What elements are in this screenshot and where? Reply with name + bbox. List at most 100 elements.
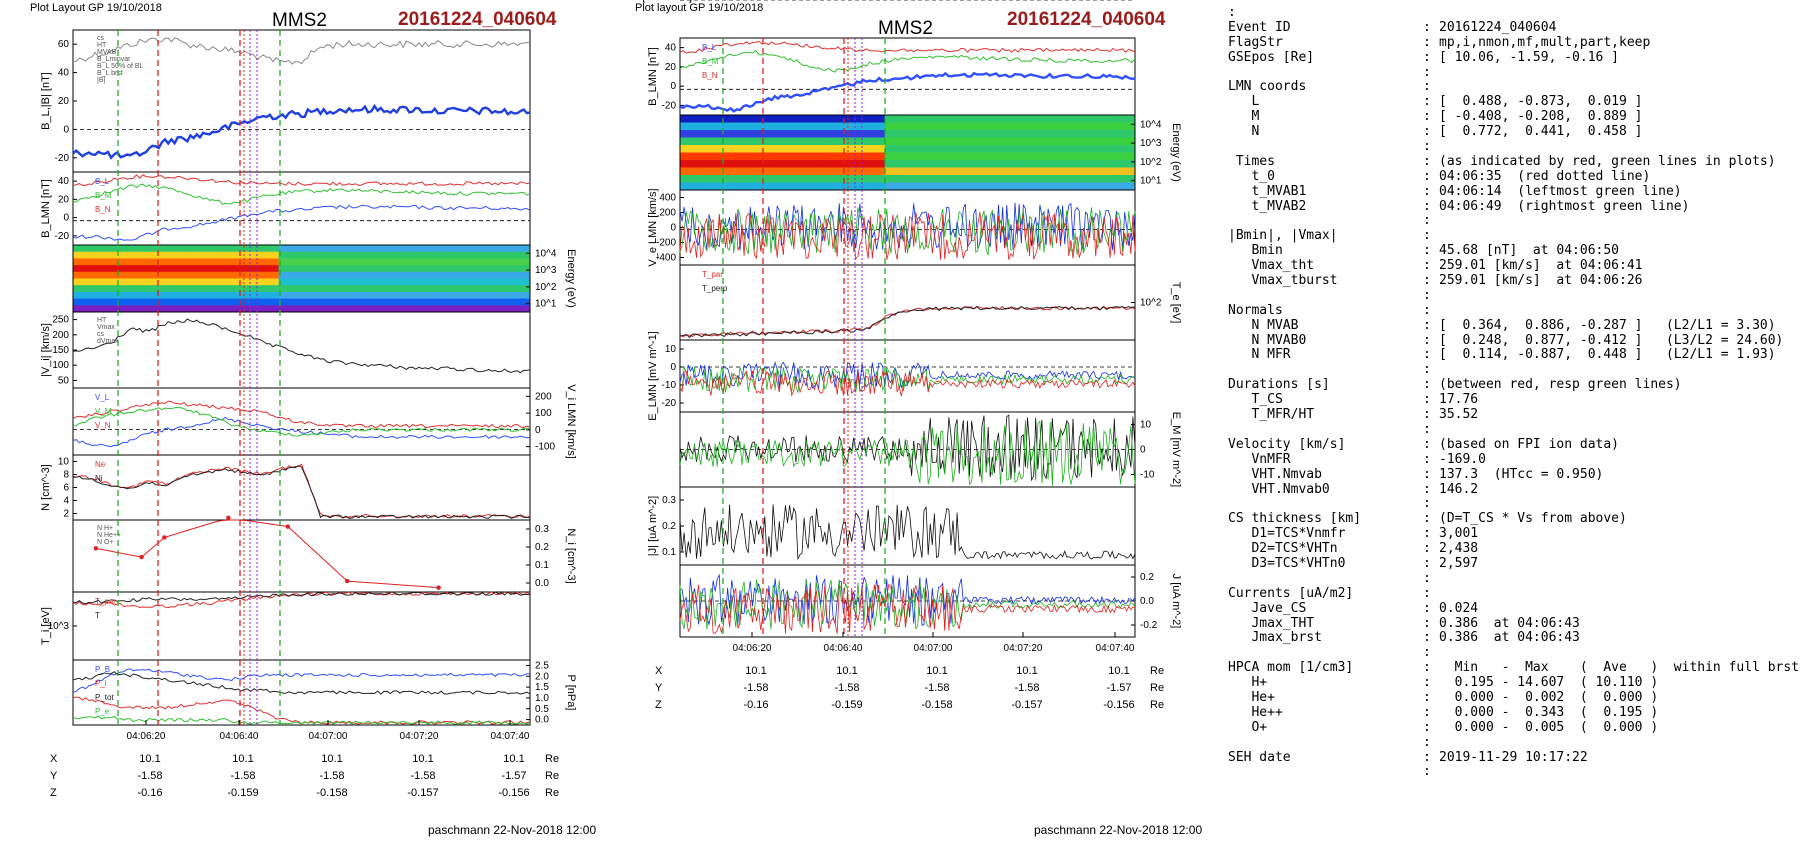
- spectrogram-cell: [476, 258, 485, 266]
- info-row: :: [1228, 571, 1798, 587]
- spectrogram-cell: [960, 160, 969, 168]
- spectrogram-cell: [1112, 160, 1121, 168]
- y-tick-label: -20: [55, 153, 70, 164]
- y-axis-label: |V_i| [km/s]: [40, 323, 52, 377]
- spectrogram-cell: [172, 291, 181, 300]
- spectrogram-cell: [1066, 175, 1075, 183]
- spectrogram-cell: [831, 160, 840, 168]
- spectrogram-cell: [522, 265, 531, 273]
- spectrogram-cell: [1119, 122, 1128, 131]
- spectrogram-cell: [884, 130, 893, 138]
- spectrogram-cell: [1119, 182, 1128, 191]
- x-tick-label: 04:07:40: [491, 731, 530, 742]
- spectrogram-cell: [187, 245, 196, 253]
- info-key: Vmax_tht: [1228, 259, 1315, 274]
- spectrogram-cell: [446, 265, 455, 273]
- spectrogram-cell: [415, 245, 424, 253]
- spectrogram-cell: [271, 271, 280, 279]
- legend-entry: cs: [97, 35, 105, 42]
- series-line: [679, 583, 1136, 634]
- spectrogram-cell: [126, 298, 135, 306]
- spectrogram-cell: [210, 305, 219, 313]
- spectrogram-cell: [953, 182, 962, 191]
- info-value: 04:06:14 (leftmost green line): [1439, 184, 1682, 199]
- spectrogram-cell: [324, 278, 333, 286]
- spectrogram-cell: [763, 130, 772, 138]
- spectrogram-cell: [748, 167, 757, 176]
- spectrogram-cell: [149, 251, 158, 259]
- spectrogram-cell: [80, 251, 89, 259]
- info-colon: :: [1423, 377, 1431, 393]
- y-tick-label: 40: [665, 43, 677, 54]
- spectrogram-cell: [263, 258, 272, 266]
- spectrogram-cell: [907, 122, 916, 131]
- spectrogram-cell: [293, 298, 302, 306]
- spectrogram-cell: [347, 271, 356, 279]
- spectrogram-cell: [801, 130, 810, 138]
- spectrogram-cell: [95, 285, 104, 293]
- spectrogram-cell: [1013, 152, 1022, 161]
- spectrogram-cell: [1097, 152, 1106, 161]
- spectrogram-cell: [415, 258, 424, 266]
- spectrogram-cell: [255, 291, 264, 300]
- info-row: :: [1228, 65, 1798, 81]
- spectrogram-cell: [1097, 122, 1106, 131]
- spectrogram-cell: [430, 305, 440, 313]
- spectrogram-cell: [930, 122, 939, 131]
- spectrogram-cell: [907, 115, 916, 123]
- spectrogram-cell: [1066, 130, 1075, 138]
- spectrogram-cell: [717, 130, 726, 138]
- info-row: t_0:04:06:35 (red dotted line): [1228, 169, 1798, 185]
- spectrogram-cell: [1044, 167, 1053, 176]
- spectrogram-cell: [232, 251, 242, 259]
- info-key: [1228, 765, 1423, 780]
- spectrogram-cell: [476, 245, 485, 253]
- spectrogram-cell: [217, 291, 226, 300]
- y-axis-label: B_LMN [nT]: [647, 47, 659, 106]
- spectrogram-cell: [141, 278, 150, 286]
- spectrogram-cell: [763, 137, 772, 146]
- spectrogram-cell: [392, 305, 402, 313]
- spectrogram-cell: [695, 152, 704, 161]
- x-tick-label: 04:07:00: [309, 731, 348, 742]
- spectrogram-cell: [476, 278, 485, 286]
- spectrogram-cell: [915, 167, 924, 176]
- y-tick-label: 0.2: [1140, 572, 1154, 583]
- spectrogram-cell: [484, 291, 493, 300]
- spectrogram-cell: [202, 251, 211, 259]
- spectrogram-cell: [1013, 122, 1022, 131]
- spectrogram-cell: [907, 130, 916, 138]
- spectrogram-cell: [347, 305, 356, 313]
- spectrogram-cell: [1051, 160, 1060, 168]
- info-key: Jmax_THT: [1228, 616, 1315, 631]
- spectrogram-cell: [937, 182, 946, 191]
- spectrogram-cell: [695, 115, 704, 123]
- spectrogram-cell: [370, 291, 379, 300]
- spectrogram-cell: [1044, 115, 1053, 123]
- spectrogram-cell: [854, 137, 863, 146]
- spectrogram-cell: [869, 115, 878, 123]
- spectrogram-cell: [194, 245, 203, 253]
- spectrogram-cell: [179, 291, 188, 300]
- spectrogram-cell: [430, 245, 440, 253]
- spectrogram-cell: [172, 251, 181, 259]
- y-tick-label: -100: [535, 442, 555, 453]
- spectrogram-cell: [286, 258, 295, 266]
- info-value: 2019-11-29 10:17:22: [1439, 750, 1588, 765]
- spectrogram-cell: [687, 115, 696, 123]
- info-value: 0.195 - 14.607 ( 10.110 ): [1439, 676, 1659, 691]
- spectrogram-cell: [133, 271, 143, 279]
- spectrogram-cell: [755, 145, 764, 153]
- info-key: Currents [uA/m2]: [1228, 586, 1354, 601]
- spectrogram-cell: [877, 160, 886, 168]
- spectrogram-cell: [194, 278, 203, 286]
- spectrogram-cell: [808, 115, 817, 123]
- spectrogram-cell: [801, 145, 810, 153]
- y-tick-label: -20: [55, 231, 70, 242]
- spectrogram-cell: [793, 137, 802, 146]
- spectrogram-cell: [862, 137, 871, 146]
- y-tick-label: 200: [52, 330, 69, 341]
- spectrogram-cell: [1089, 115, 1098, 123]
- spectrogram-cell: [385, 285, 394, 293]
